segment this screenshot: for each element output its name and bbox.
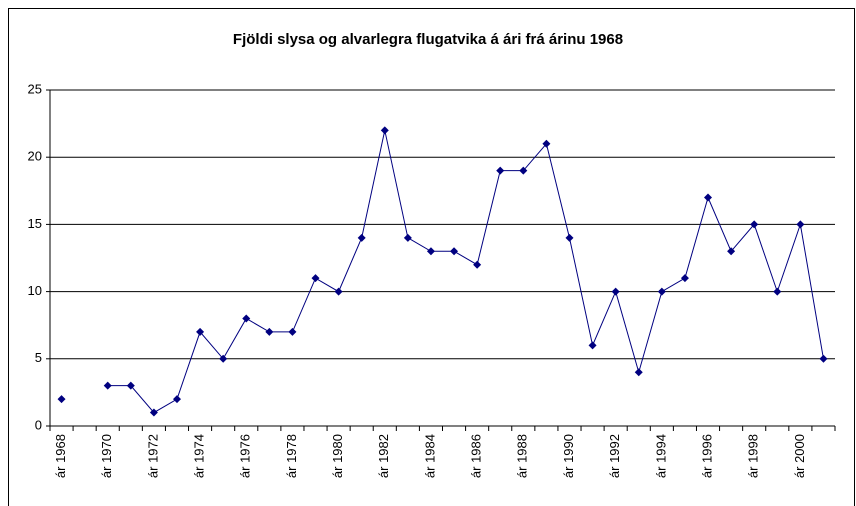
point-marker — [380, 126, 389, 135]
point-marker — [496, 166, 505, 175]
point-marker — [265, 327, 274, 336]
point-marker — [819, 354, 828, 363]
point-marker — [242, 314, 251, 323]
point-marker — [357, 233, 366, 242]
x-tick-label: ár 1974 — [192, 434, 207, 478]
point-marker — [565, 233, 574, 242]
x-tick-label: ár 1986 — [469, 434, 484, 478]
x-tick-label: ár 1990 — [561, 434, 576, 478]
x-tick-label: ár 1978 — [284, 434, 299, 478]
point-marker — [542, 139, 551, 148]
point-marker — [634, 368, 643, 377]
x-tick-label: ár 1972 — [145, 434, 160, 478]
point-marker — [588, 341, 597, 350]
point-marker — [773, 287, 782, 296]
point-marker — [172, 395, 181, 404]
point-marker — [796, 220, 805, 229]
point-marker — [611, 287, 620, 296]
point-marker — [57, 395, 66, 404]
x-tick-label: ár 1998 — [746, 434, 761, 478]
x-tick-label: ár 2000 — [792, 434, 807, 478]
x-tick-label: ár 1970 — [99, 434, 114, 478]
point-marker — [219, 354, 228, 363]
x-tick-label: ár 1984 — [422, 434, 437, 478]
point-marker — [657, 287, 666, 296]
point-marker — [311, 274, 320, 283]
point-marker — [149, 408, 158, 417]
x-tick-label: ár 1982 — [376, 434, 391, 478]
point-marker — [473, 260, 482, 269]
chart-frame — [8, 8, 855, 506]
series-line — [107, 130, 824, 414]
point-marker — [103, 381, 112, 390]
point-marker — [288, 327, 297, 336]
y-tick-label: 25 — [28, 81, 42, 96]
point-marker — [403, 233, 412, 242]
chart-title: Fjöldi slysa og alvarlegra flugatvika á … — [233, 31, 623, 48]
point-marker — [704, 193, 713, 202]
x-tick-label: ár 1994 — [653, 434, 668, 478]
point-marker — [426, 247, 435, 256]
point-marker — [750, 220, 759, 229]
y-tick-label: 0 — [35, 417, 42, 432]
point-marker — [126, 381, 135, 390]
point-marker — [450, 247, 459, 256]
point-marker — [680, 274, 689, 283]
x-tick-label: ár 1980 — [330, 434, 345, 478]
point-marker — [519, 166, 528, 175]
x-tick-label: ár 1976 — [238, 434, 253, 478]
x-tick-label: ár 1996 — [699, 434, 714, 478]
point-marker — [334, 287, 343, 296]
point-marker — [196, 327, 205, 336]
y-tick-label: 15 — [28, 216, 42, 231]
x-tick-label: ár 1968 — [53, 434, 68, 478]
x-tick-label: ár 1992 — [607, 434, 622, 478]
y-tick-label: 5 — [35, 350, 42, 365]
x-tick-label: ár 1988 — [515, 434, 530, 478]
y-tick-label: 20 — [28, 149, 42, 164]
y-tick-label: 10 — [28, 283, 42, 298]
point-marker — [727, 247, 736, 256]
